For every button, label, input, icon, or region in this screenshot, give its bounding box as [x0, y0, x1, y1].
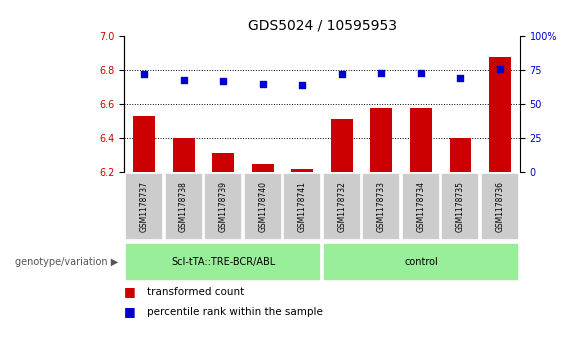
FancyBboxPatch shape [125, 243, 321, 281]
FancyBboxPatch shape [362, 174, 401, 240]
Text: ■: ■ [124, 305, 136, 318]
Bar [173, 138, 194, 172]
Text: ■: ■ [124, 285, 136, 298]
Point [298, 82, 307, 88]
Point [179, 77, 188, 83]
FancyBboxPatch shape [204, 174, 242, 240]
Text: ScI-tTA::TRE-BCR/ABL: ScI-tTA::TRE-BCR/ABL [171, 257, 275, 267]
Text: GSM1178739: GSM1178739 [219, 181, 228, 232]
Text: GSM1178732: GSM1178732 [337, 181, 346, 232]
Text: GSM1178740: GSM1178740 [258, 181, 267, 232]
Text: GSM1178735: GSM1178735 [456, 181, 465, 232]
Point [258, 81, 267, 87]
Bar [133, 116, 155, 172]
FancyBboxPatch shape [323, 243, 519, 281]
Point [140, 72, 149, 77]
Point [377, 70, 386, 76]
FancyBboxPatch shape [481, 174, 519, 240]
FancyBboxPatch shape [164, 174, 203, 240]
Title: GDS5024 / 10595953: GDS5024 / 10595953 [247, 19, 397, 32]
Text: genotype/variation ▶: genotype/variation ▶ [15, 257, 119, 267]
Bar [489, 57, 511, 172]
FancyBboxPatch shape [441, 174, 480, 240]
Text: GSM1178733: GSM1178733 [377, 181, 386, 232]
Text: percentile rank within the sample: percentile rank within the sample [147, 307, 323, 317]
Text: GSM1178734: GSM1178734 [416, 181, 425, 232]
Point [496, 66, 505, 72]
FancyBboxPatch shape [402, 174, 440, 240]
FancyBboxPatch shape [323, 174, 361, 240]
Text: GSM1178736: GSM1178736 [496, 181, 505, 232]
Point [456, 76, 465, 81]
Text: GSM1178738: GSM1178738 [179, 181, 188, 232]
Bar [331, 119, 353, 172]
Bar [252, 164, 273, 172]
Text: GSM1178737: GSM1178737 [140, 181, 149, 232]
FancyBboxPatch shape [244, 174, 282, 240]
Point [416, 70, 425, 76]
Bar [450, 138, 471, 172]
Point [337, 72, 346, 77]
Text: control: control [404, 257, 438, 267]
Text: transformed count: transformed count [147, 287, 244, 297]
Text: GSM1178741: GSM1178741 [298, 181, 307, 232]
Bar [212, 154, 234, 172]
Point [219, 78, 228, 84]
Bar [371, 107, 392, 172]
Bar [410, 107, 432, 172]
FancyBboxPatch shape [283, 174, 321, 240]
FancyBboxPatch shape [125, 174, 163, 240]
Bar [292, 169, 313, 172]
